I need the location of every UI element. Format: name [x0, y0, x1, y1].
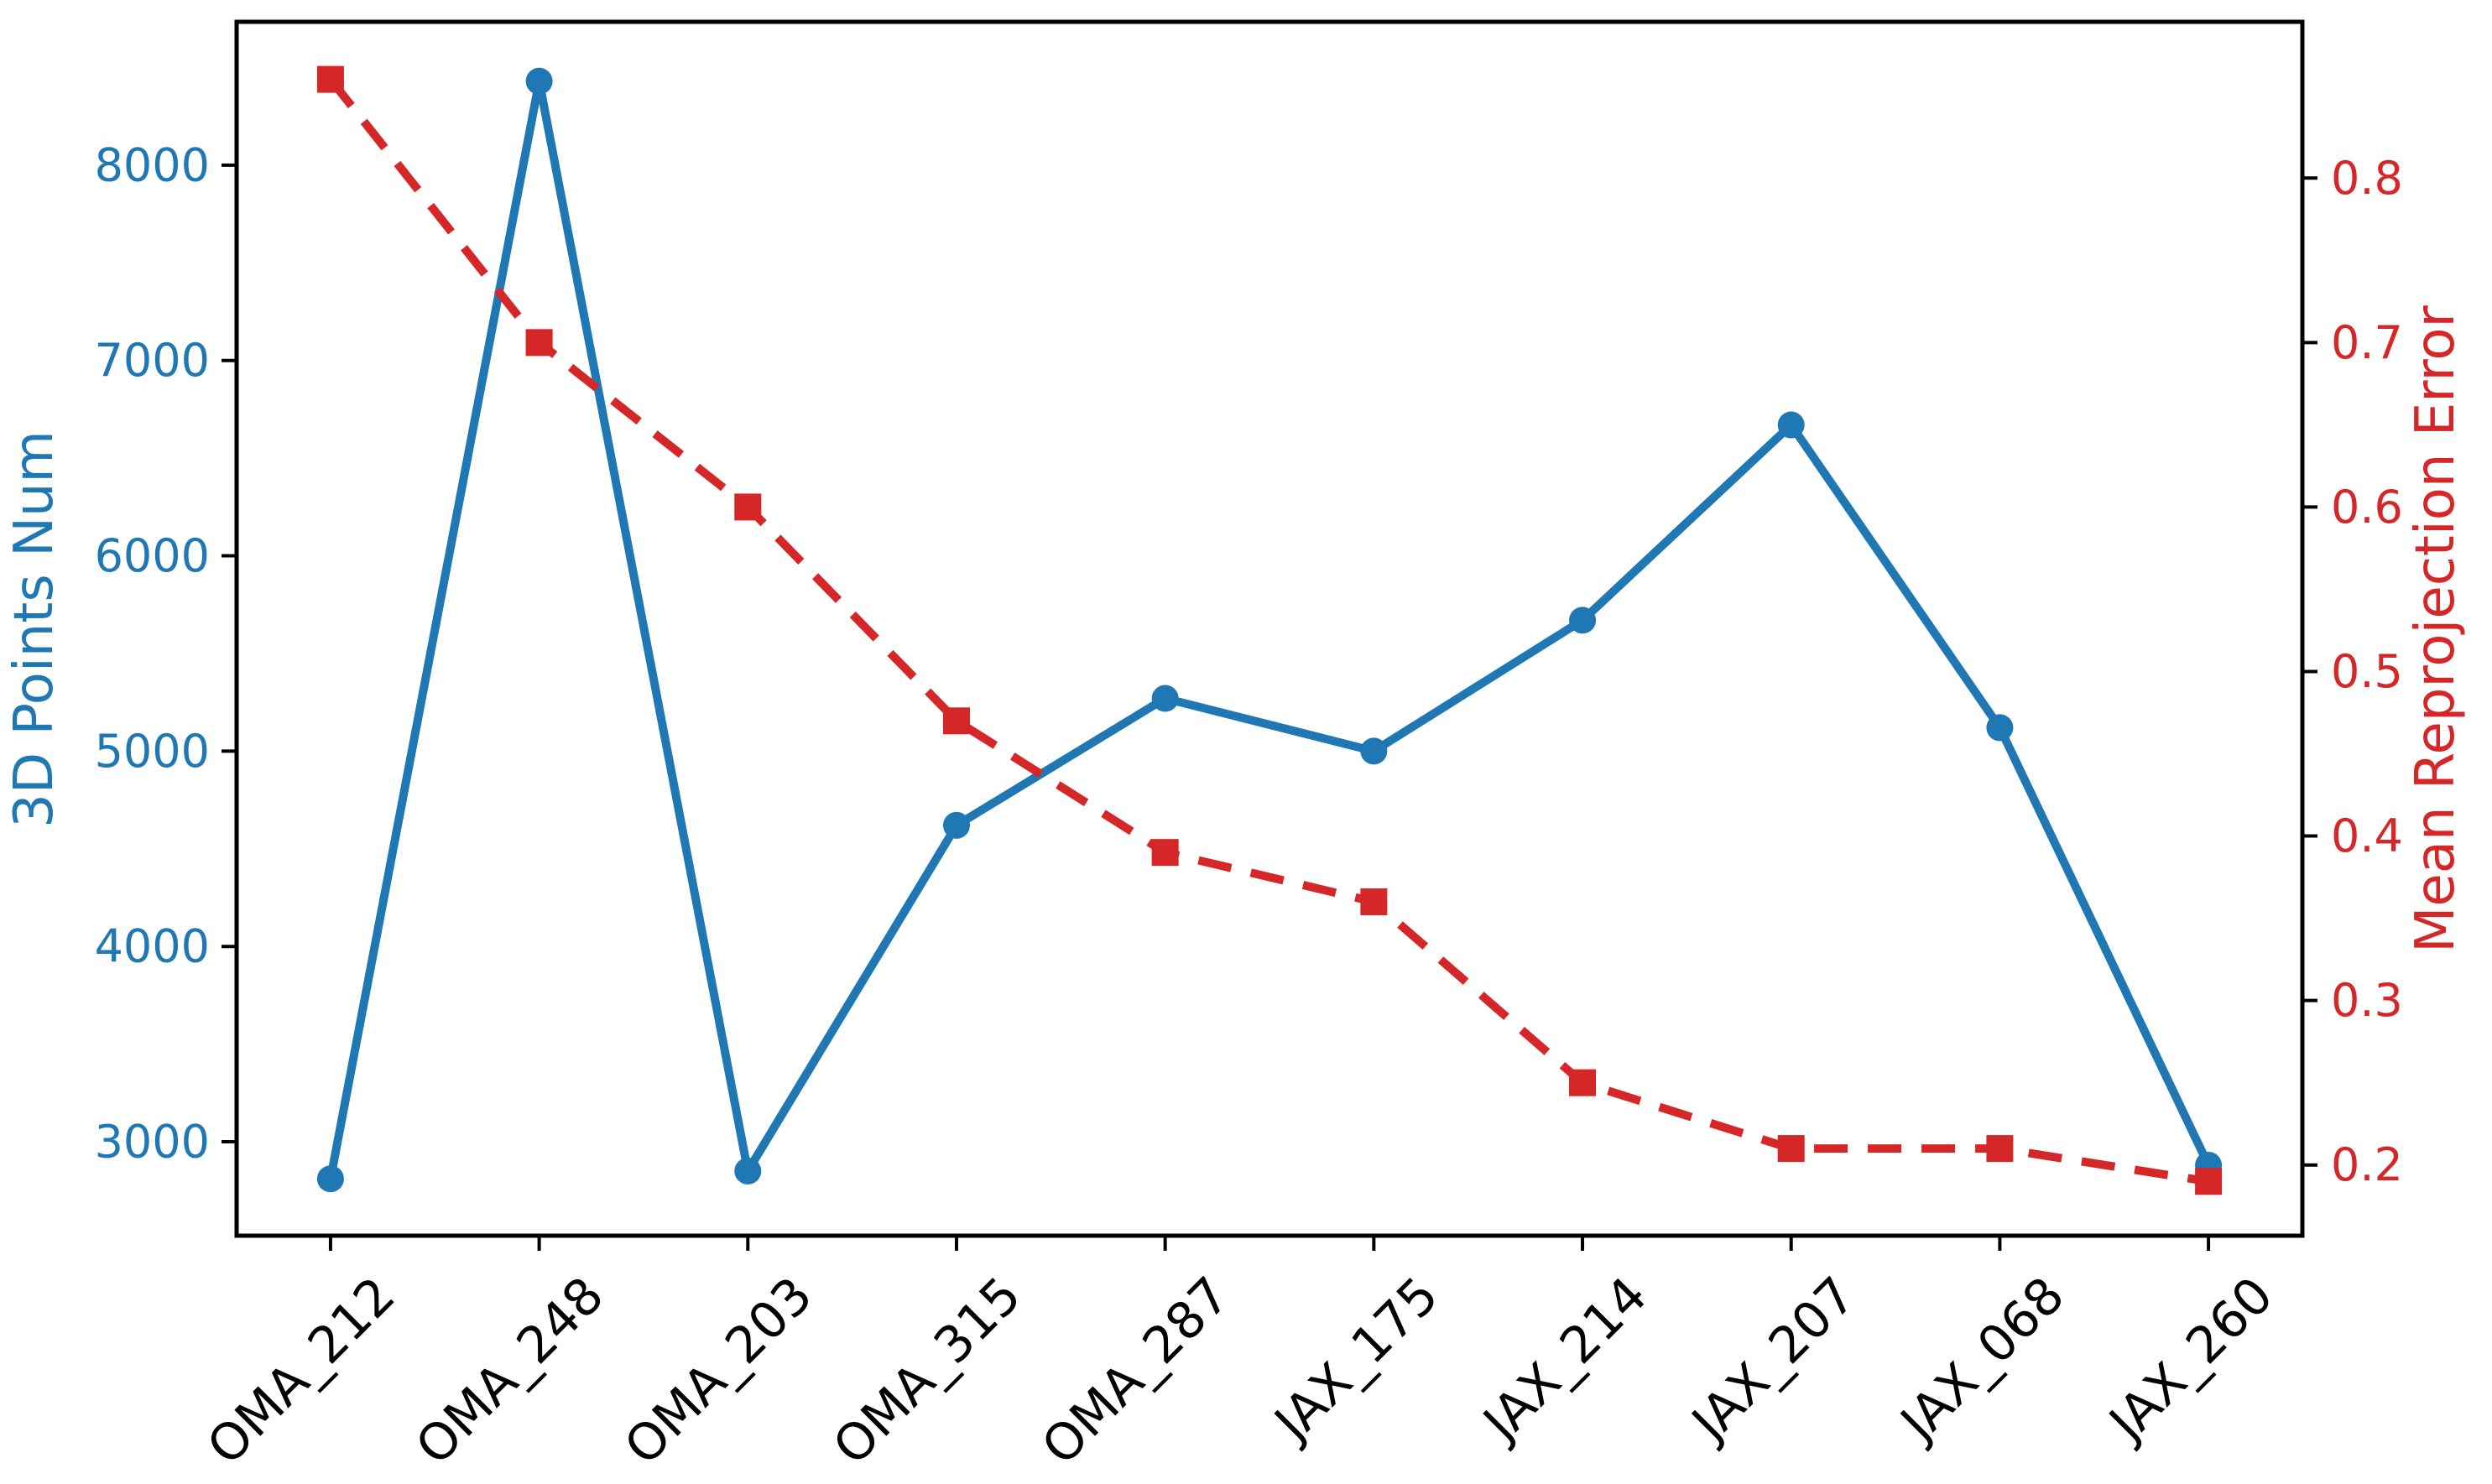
x-tick-label: OMA_212 — [196, 1266, 407, 1476]
ticks-layer: 3000 4000 5000 6000 7000 8000 0.2 0.3 0.4 0.5 0.6 0… — [95, 138, 2403, 1476]
y-left-tick-label: 7000 — [95, 334, 210, 387]
x-tick-label: OMA_203 — [613, 1266, 824, 1476]
data-point-square — [734, 493, 762, 521]
data-point-circle — [1360, 737, 1388, 765]
data-point-square — [525, 329, 553, 357]
data-point-square — [1360, 888, 1388, 915]
data-point-square — [1777, 1135, 1805, 1163]
data-point-circle — [1986, 714, 2014, 742]
y-right-tick-label: 0.5 — [2331, 645, 2403, 698]
data-point-square — [1151, 839, 1179, 867]
x-tick-label: JAX_207 — [1679, 1266, 1867, 1454]
x-tick-label: JAX_175 — [1262, 1266, 1450, 1454]
data-point-circle — [1777, 411, 1805, 439]
data-point-circle — [525, 67, 553, 95]
x-tick-label: OMA_315 — [822, 1266, 1033, 1476]
data-point-circle — [1151, 685, 1179, 712]
data-point-circle — [942, 811, 970, 839]
y-right-tick-label: 0.3 — [2331, 974, 2403, 1027]
data-point-circle — [1569, 607, 1597, 634]
data-point-square — [2195, 1168, 2223, 1195]
right-axis-title: Mean Reprojection Error — [2405, 305, 2467, 952]
y-left-tick-label: 4000 — [95, 920, 210, 973]
data-point-square — [1569, 1069, 1597, 1096]
y-right-tick-label: 0.6 — [2331, 481, 2403, 534]
series-layer — [316, 65, 2223, 1195]
y-left-tick-label: 6000 — [95, 529, 210, 582]
x-tick-label: JAX_214 — [1470, 1266, 1658, 1454]
data-point-circle — [734, 1157, 762, 1185]
y-right-tick-label: 0.8 — [2331, 152, 2403, 205]
data-point-square — [316, 65, 344, 93]
y-left-tick-label: 5000 — [95, 725, 210, 778]
y-right-tick-label: 0.4 — [2331, 810, 2403, 862]
series-line-left — [326, 76, 2213, 1180]
y-left-tick-label: 8000 — [95, 138, 210, 191]
data-point-square — [942, 707, 970, 735]
x-tick-label: JAX_260 — [2096, 1266, 2284, 1454]
x-tick-label: JAX_068 — [1888, 1266, 2076, 1454]
plot-border — [234, 19, 2305, 1238]
data-point-square — [1986, 1135, 2014, 1163]
y-right-tick-label: 0.2 — [2331, 1138, 2403, 1191]
x-tick-label: OMA_287 — [1031, 1266, 1242, 1476]
y-left-tick-label: 3000 — [95, 1116, 210, 1169]
y-right-tick-label: 0.7 — [2331, 316, 2403, 369]
data-point-circle — [316, 1165, 344, 1193]
x-tick-label: OMA_248 — [404, 1266, 615, 1476]
left-axis-title: 3D Points Num — [3, 430, 65, 828]
series-line-right — [326, 76, 2209, 1186]
